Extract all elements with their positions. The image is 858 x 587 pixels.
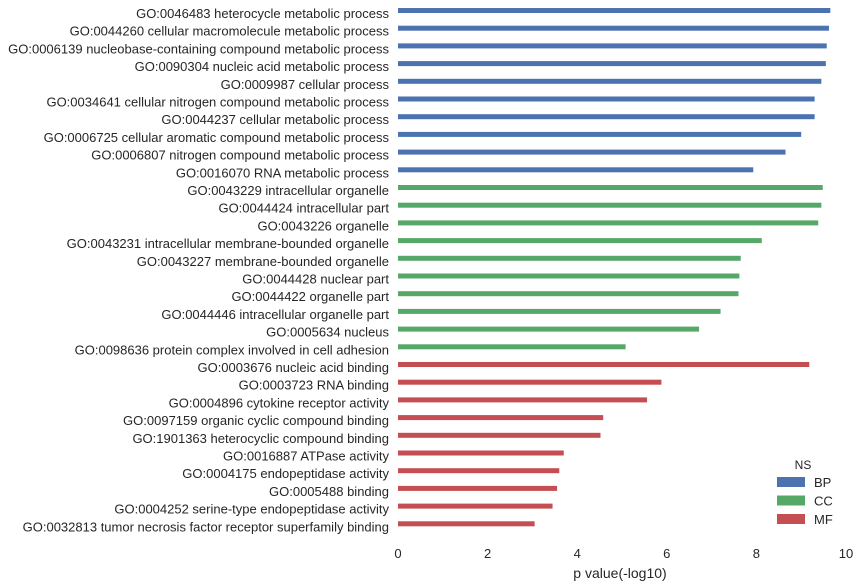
category-label: GO:0006807 nitrogen compound metabolic p… <box>91 148 389 163</box>
category-label: GO:0043227 membrane-bounded organelle <box>137 254 389 269</box>
bar-mf <box>398 397 648 403</box>
category-label: GO:0006725 cellular aromatic compound me… <box>44 130 390 145</box>
x-axis-title: p value(-log10) <box>573 565 666 581</box>
category-label: GO:1901363 heterocyclic compound binding <box>132 431 389 446</box>
category-label: GO:0009987 cellular process <box>221 77 390 92</box>
category-label: GO:0005634 nucleus <box>266 325 389 340</box>
bar-bp <box>398 114 815 120</box>
category-label: GO:0034641 cellular nitrogen compound me… <box>46 95 389 110</box>
bar-bp <box>398 167 754 173</box>
bars-layer <box>398 8 831 527</box>
bar-bp <box>398 131 802 137</box>
legend-swatch-mf <box>777 514 805 524</box>
bar-cc <box>398 273 740 279</box>
category-label: GO:0006139 nucleobase-containing compoun… <box>8 41 389 56</box>
bar-cc <box>398 308 721 314</box>
legend: NS BP CC MF <box>777 458 833 527</box>
bar-bp <box>398 78 822 84</box>
category-label: GO:0044237 cellular metabolic process <box>161 112 389 127</box>
category-label: GO:0097159 organic cyclic compound bindi… <box>123 413 389 428</box>
category-label: GO:0043226 organelle <box>257 218 389 233</box>
x-tick-label: 10 <box>839 546 853 561</box>
category-labels-layer: GO:0046483 heterocycle metabolic process… <box>8 6 389 534</box>
bar-cc <box>398 185 823 190</box>
bar-mf <box>398 415 604 421</box>
category-label: GO:0044428 nuclear part <box>242 272 389 287</box>
category-label: GO:0003676 nucleic acid binding <box>197 360 389 375</box>
category-label: GO:0016887 ATPase activity <box>223 449 389 464</box>
bar-bp <box>398 96 815 102</box>
bar-mf <box>398 468 560 474</box>
bar-mf <box>398 485 558 491</box>
x-tick-label: 4 <box>574 546 581 561</box>
bar-cc <box>398 220 819 226</box>
bar-cc <box>398 291 739 297</box>
category-label: GO:0032813 tumor necrosis factor recepto… <box>23 519 389 534</box>
category-label: GO:0016070 RNA metabolic process <box>176 165 390 180</box>
legend-label-cc: CC <box>814 494 833 509</box>
bar-cc <box>398 255 741 261</box>
category-label: GO:0090304 nucleic acid metabolic proces… <box>135 59 390 74</box>
category-label: GO:0044422 organelle part <box>231 289 389 304</box>
bar-cc <box>398 326 700 332</box>
x-tick-label: 8 <box>753 546 760 561</box>
bar-bp <box>398 43 827 49</box>
bar-bp <box>398 149 786 155</box>
bar-cc <box>398 344 626 350</box>
bar-mf <box>398 450 564 456</box>
bar-cc <box>398 202 822 208</box>
bar-mf <box>398 503 553 509</box>
category-label: GO:0043231 intracellular membrane-bounde… <box>67 236 389 251</box>
category-label: GO:0098636 protein complex involved in c… <box>75 342 389 357</box>
legend-title: NS <box>795 458 812 472</box>
x-axis: 0 2 4 6 8 10 <box>394 546 853 561</box>
bar-bp <box>398 25 829 31</box>
bar-mf <box>398 521 535 527</box>
category-label: GO:0044446 intracellular organelle part <box>161 307 389 322</box>
legend-swatch-cc <box>777 495 805 506</box>
category-label: GO:0043229 intracellular organelle <box>187 183 389 198</box>
x-tick-label: 0 <box>394 546 401 561</box>
bar-bp <box>398 8 831 13</box>
legend-label-bp: BP <box>814 475 831 490</box>
category-label: GO:0004175 endopeptidase activity <box>182 466 389 481</box>
category-label: GO:0044424 intracellular part <box>218 201 389 216</box>
legend-label-mf: MF <box>814 512 833 527</box>
category-label: GO:0044260 cellular macromolecule metabo… <box>70 24 390 39</box>
category-label: GO:0004252 serine-type endopeptidase act… <box>114 502 389 517</box>
category-label: GO:0004896 cytokine receptor activity <box>169 395 390 410</box>
bar-mf <box>398 379 662 385</box>
category-label: GO:0046483 heterocycle metabolic process <box>136 6 389 21</box>
x-tick-label: 2 <box>484 546 491 561</box>
category-label: GO:0005488 binding <box>269 484 389 499</box>
x-tick-label: 6 <box>663 546 670 561</box>
bar-mf <box>398 362 810 367</box>
bar-cc <box>398 238 762 244</box>
bar-bp <box>398 61 826 67</box>
legend-swatch-bp <box>777 477 805 487</box>
category-label: GO:0003723 RNA binding <box>239 378 389 393</box>
bar-mf <box>398 432 601 438</box>
